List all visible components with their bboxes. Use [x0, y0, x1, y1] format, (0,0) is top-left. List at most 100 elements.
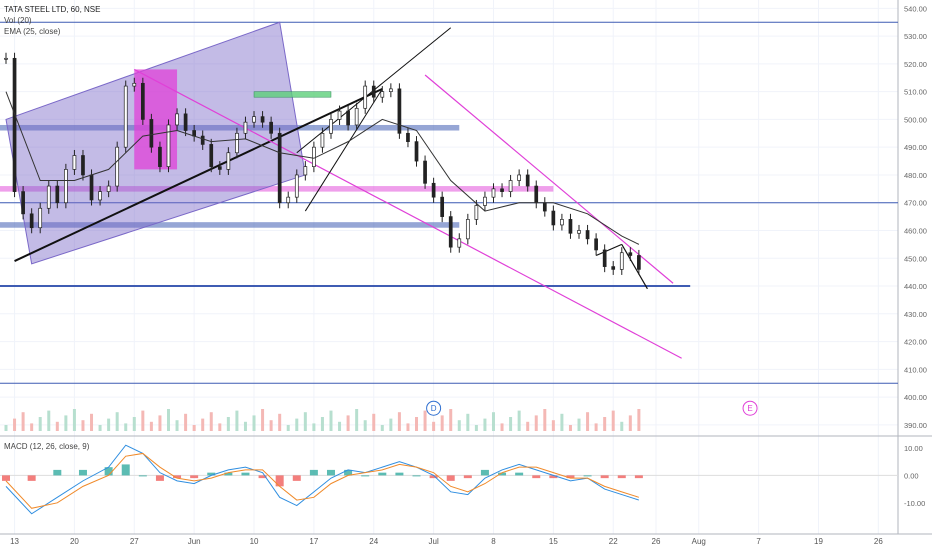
candle-body	[29, 213, 34, 229]
volume-bar	[389, 418, 393, 431]
macd-histogram-bar	[241, 472, 250, 476]
volume-bar	[534, 415, 538, 431]
volume-bar	[491, 412, 495, 431]
candle-body	[312, 146, 316, 167]
candle-body	[303, 166, 308, 176]
candle-body	[209, 144, 214, 167]
candle-body	[46, 185, 51, 209]
candle-body	[525, 174, 530, 187]
candle-body	[4, 57, 8, 60]
candle-body	[55, 185, 60, 204]
time-tick-label: 15	[549, 537, 558, 546]
macd-tick-label: 10.00	[904, 444, 923, 453]
volume-bar	[637, 409, 641, 431]
volume-bar	[124, 423, 128, 431]
volume-bar	[466, 413, 470, 431]
candle-body	[320, 132, 325, 148]
volume-bar	[269, 420, 273, 431]
macd-histogram-bar	[634, 475, 643, 479]
price-tick-label: 510.00	[904, 88, 927, 97]
candle-body	[534, 185, 539, 204]
time-tick-label: 22	[609, 537, 618, 546]
macd-histogram-bar	[498, 472, 507, 476]
time-tick-label: 26	[874, 537, 883, 546]
macd-histogram-bar	[515, 472, 524, 476]
volume-bar	[55, 421, 59, 431]
price-band	[0, 222, 460, 228]
candle-body	[611, 266, 616, 270]
volume-bar	[543, 409, 547, 431]
volume-bar	[166, 409, 170, 431]
macd-histogram-bar	[207, 472, 216, 476]
candle-body	[89, 174, 94, 201]
macd-legend[interactable]: MACD (12, 26, close, 9)	[4, 442, 90, 451]
volume-bar	[278, 413, 282, 431]
volume-bar	[90, 413, 94, 431]
candle-body	[329, 119, 333, 134]
candle-body	[423, 160, 427, 184]
candle-body	[106, 185, 111, 192]
volume-bar	[81, 420, 85, 431]
candle-body	[431, 182, 436, 198]
candle-body	[38, 207, 43, 229]
magenta-band	[0, 186, 554, 192]
candle-body	[354, 107, 359, 126]
volume-bar	[355, 409, 359, 431]
candle-body	[226, 152, 231, 170]
volume-bar	[261, 409, 265, 431]
falling-upper-line	[424, 74, 674, 284]
candle-body	[560, 219, 564, 226]
candle-body	[465, 219, 470, 240]
candle-body	[585, 230, 590, 240]
macd-histogram-bar	[532, 475, 541, 479]
volume-bar	[560, 413, 564, 431]
price-tick-label: 450.00	[904, 254, 927, 263]
label-e: E	[747, 404, 752, 413]
label-d: D	[431, 404, 437, 413]
volume-bar	[218, 423, 222, 431]
signal-line	[5, 452, 640, 509]
volume-bar	[64, 415, 68, 431]
macd-histogram-bar	[566, 475, 575, 479]
volume-bar	[13, 418, 17, 431]
volume-bar	[406, 423, 410, 431]
candle-body	[508, 180, 513, 192]
forecast-arrow-down	[621, 244, 648, 290]
candle-body	[294, 174, 299, 198]
volume-bar	[47, 410, 51, 431]
volume-bar	[115, 412, 119, 431]
macd-histogram-bar	[155, 475, 164, 481]
label-e-marker	[742, 400, 758, 416]
volume-bar	[149, 421, 153, 431]
candle-body	[448, 216, 453, 248]
macd-histogram-bar	[361, 475, 370, 477]
candle-body	[217, 166, 222, 170]
macd-histogram-bar	[121, 464, 130, 476]
symbol-title[interactable]: TATA STEEL LTD, 60, NSE	[4, 5, 101, 14]
price-tick-label: 500.00	[904, 115, 927, 124]
price-tick-label: 520.00	[904, 60, 927, 69]
volume-bar	[474, 425, 478, 431]
candle-body	[286, 196, 291, 204]
volume-bar	[338, 421, 342, 431]
candle-body	[551, 210, 556, 226]
candle-body	[483, 196, 487, 206]
macd-histogram-bar	[138, 475, 147, 477]
candle-body	[200, 135, 205, 145]
candle-body	[175, 113, 179, 126]
time-tick-label: 20	[70, 537, 79, 546]
volume-bar	[329, 410, 333, 431]
volume-bar	[586, 412, 590, 431]
time-tick-label: 24	[369, 537, 378, 546]
volume-bar	[363, 420, 367, 431]
label-d-marker	[426, 400, 442, 416]
ema-legend[interactable]: EMA (25, close)	[4, 27, 61, 36]
price-tick-label: 460.00	[904, 226, 927, 235]
volume-bar	[449, 409, 453, 431]
price-tick-label: 540.00	[904, 4, 927, 13]
candle-body	[149, 119, 154, 148]
vol-legend[interactable]: Vol (20)	[4, 16, 32, 25]
time-tick-label: Jul	[429, 537, 439, 546]
volume-bar	[415, 417, 419, 431]
